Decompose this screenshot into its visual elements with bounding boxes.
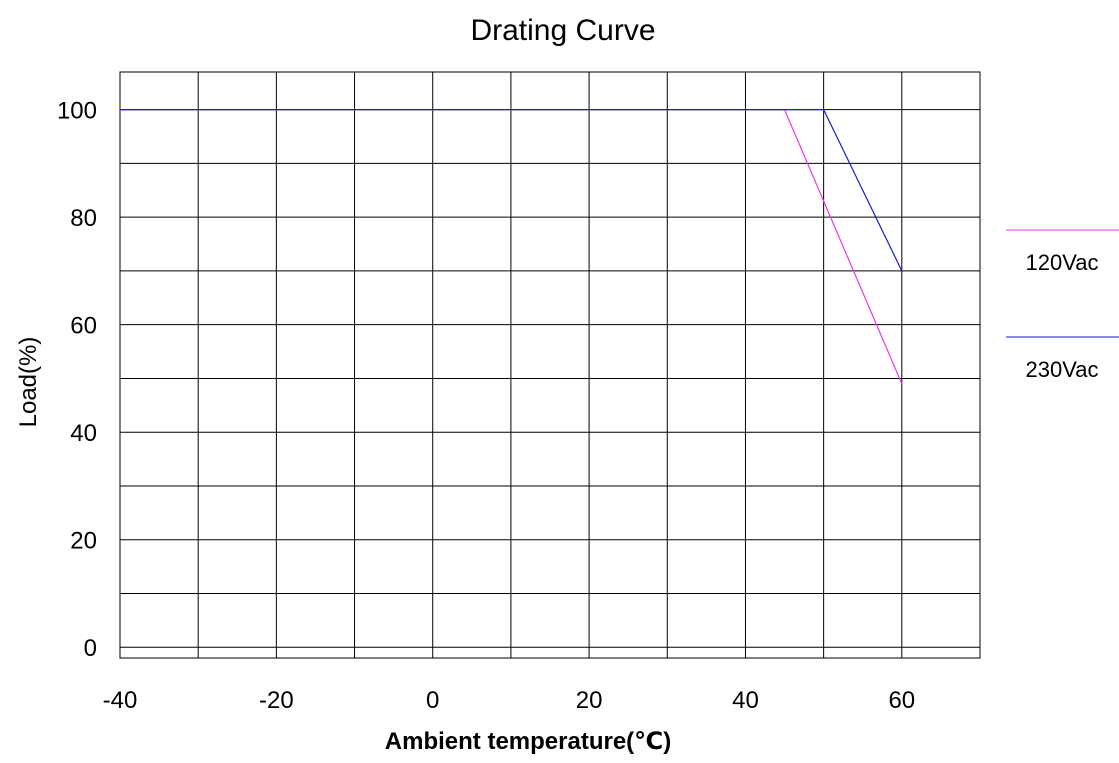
x-tick-label: -40 <box>103 687 138 714</box>
x-axis-label: Ambient temperature(℃) <box>385 728 671 755</box>
legend-label-120Vac: 120Vac <box>1026 250 1099 275</box>
y-tick-label: 0 <box>84 635 97 662</box>
x-tick-label: 20 <box>576 687 603 714</box>
x-tick-labels: -40 -20 0 20 40 60 <box>103 687 916 714</box>
x-tick-label: 40 <box>732 687 759 714</box>
x-tick-label: 0 <box>426 687 439 714</box>
grid <box>119 72 980 658</box>
legend-label-230Vac: 230Vac <box>1026 357 1099 382</box>
y-tick-label: 60 <box>70 313 97 340</box>
x-tick-label: -20 <box>259 687 294 714</box>
legend: 120Vac 230Vac <box>1006 229 1119 382</box>
y-tick-label: 80 <box>70 205 97 232</box>
y-axis-label: Load(%) <box>15 337 42 428</box>
y-tick-label: 40 <box>70 420 97 447</box>
plot-frame <box>119 71 981 659</box>
series-lines <box>120 109 903 385</box>
x-tick-label: 60 <box>888 687 915 714</box>
y-tick-labels: 0 20 40 60 80 100 <box>57 98 97 663</box>
chart-title: Drating Curve <box>470 14 655 47</box>
y-tick-label: 20 <box>70 528 97 555</box>
y-tick-label: 100 <box>57 98 97 125</box>
series-line-230Vac <box>120 109 903 272</box>
